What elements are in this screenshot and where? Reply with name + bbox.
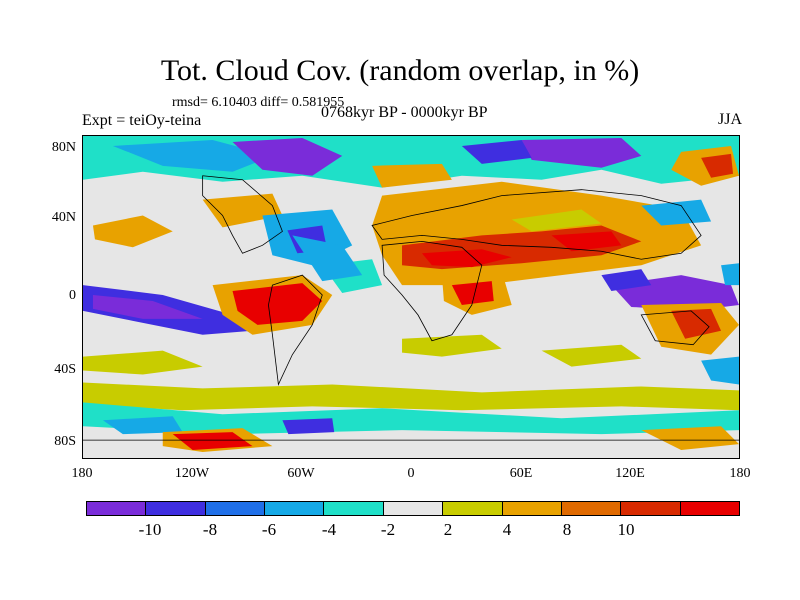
anomaly-patch — [282, 418, 335, 435]
colorbar-swatch — [87, 502, 147, 515]
anomaly-patch — [112, 139, 273, 172]
colorbar-label: -2 — [380, 520, 396, 539]
coastlines — [83, 175, 739, 441]
lat-label: 0 — [69, 288, 76, 303]
lat-label: 80N — [51, 140, 76, 155]
anomaly-patch — [92, 295, 203, 319]
lon-label: 180 — [71, 466, 93, 481]
anomaly-patch — [541, 344, 642, 367]
lon-label: 120W — [174, 466, 210, 481]
anomaly-patch — [641, 426, 739, 451]
anomaly-patch — [721, 263, 739, 286]
anomaly-patch — [92, 215, 173, 248]
colorbar-swatch — [324, 502, 384, 515]
cloud-cover-anomaly-field — [83, 136, 739, 453]
anomaly-patch — [601, 269, 652, 292]
world-map — [82, 135, 740, 459]
colorbar-label: 4 — [502, 520, 512, 539]
anomaly-patch — [521, 137, 642, 168]
anomaly-patch — [83, 382, 739, 411]
colorbar-swatch — [621, 502, 681, 515]
anomaly-patch — [202, 193, 283, 228]
anomaly-patch — [461, 139, 532, 164]
anomaly-patch — [701, 153, 734, 178]
colorbar-label: 8 — [562, 520, 572, 539]
anomaly-patch — [102, 416, 183, 435]
season-label: JJA — [717, 111, 742, 128]
lon-label: 60W — [287, 466, 315, 481]
anomaly-patch — [641, 199, 712, 226]
anomaly-patch — [83, 350, 203, 375]
colorbar-label: -4 — [321, 520, 337, 539]
colorbar-swatch — [502, 502, 562, 515]
anomaly-patch — [421, 249, 512, 268]
anomaly-patch — [511, 209, 602, 232]
anomaly-patch — [372, 163, 452, 188]
map-title: Tot. Cloud Cov. (random overlap, in %) — [160, 54, 640, 87]
colorbar-label: -6 — [261, 520, 277, 539]
colorbar-label: 2 — [443, 520, 453, 539]
colorbar-swatch — [265, 502, 325, 515]
stats-text: rmsd= 6.10403 diff= 0.581955 — [172, 95, 345, 110]
anomaly-patch — [232, 283, 323, 325]
lon-label: 60E — [509, 466, 533, 481]
colorbar-swatch — [205, 502, 266, 515]
colorbar-swatch — [146, 502, 206, 515]
anomaly-patch — [232, 137, 343, 176]
lon-label: 180 — [729, 466, 751, 481]
colorbar — [86, 501, 740, 516]
anomaly-patch — [292, 235, 363, 282]
colorbar-swatch — [561, 502, 622, 515]
colorbar-swatch — [443, 502, 503, 515]
colorbar-swatch — [383, 502, 444, 515]
lat-label: 40N — [51, 210, 76, 225]
lon-label: 120E — [615, 466, 645, 481]
colorbar-label: -8 — [202, 520, 218, 539]
anomaly-patch — [451, 281, 494, 305]
anomaly-patch — [551, 231, 622, 252]
anomaly-patch — [83, 402, 739, 435]
period-label: 0768kyr BP - 0000kyr BP — [321, 104, 488, 121]
colorbar-label: -10 — [138, 520, 162, 539]
anomaly-patch — [671, 308, 722, 339]
anomaly-patch — [402, 334, 502, 357]
lat-label: 80S — [54, 434, 76, 449]
colorbar-label: 10 — [617, 520, 635, 539]
anomaly-patch — [701, 356, 739, 385]
anomaly-patch — [172, 432, 253, 451]
lon-label: 0 — [407, 466, 415, 481]
lat-label: 40S — [54, 362, 76, 377]
experiment-label: Expt = teiOy-teina — [82, 112, 202, 129]
colorbar-swatch — [680, 502, 739, 515]
